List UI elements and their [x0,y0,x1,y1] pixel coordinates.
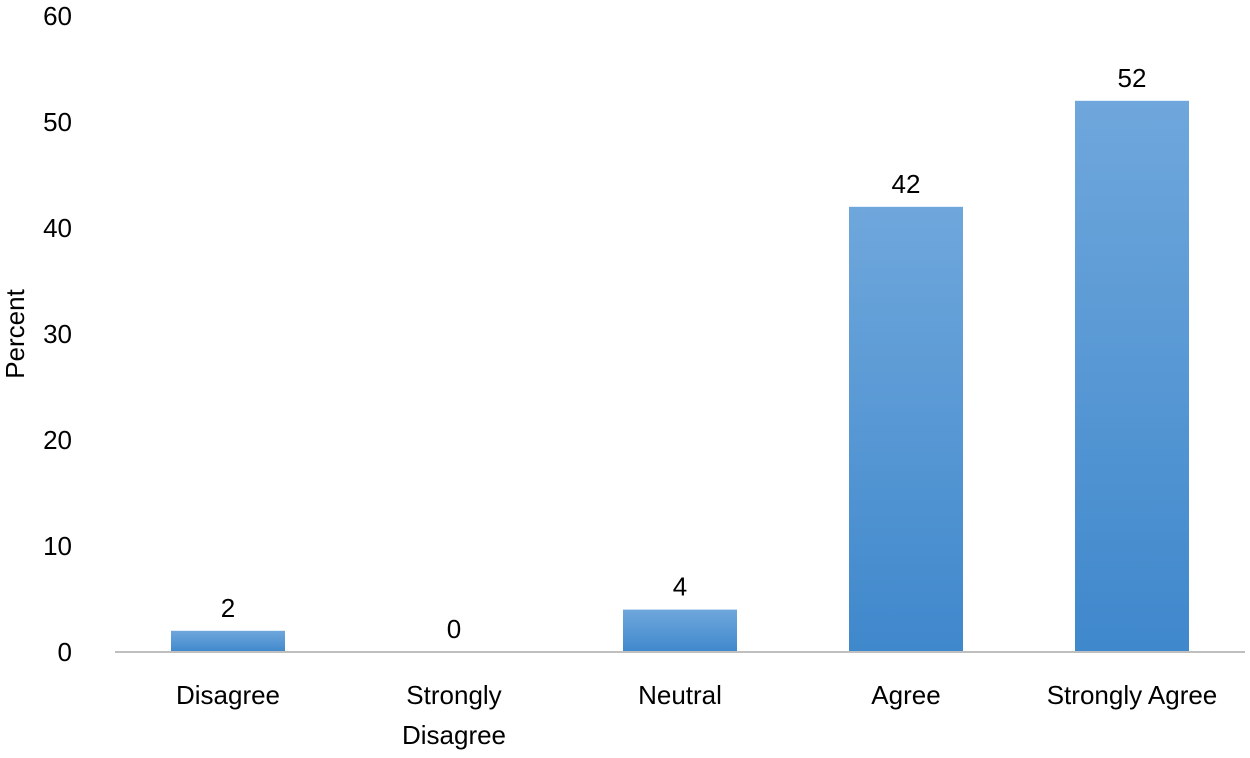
bar [849,206,963,653]
bars [171,100,1189,653]
data-label: 0 [447,614,461,644]
y-tick-label: 50 [43,107,72,137]
x-tick-label: Strongly Disagree [402,680,506,750]
data-labels: 2 0 4 42 52 [221,63,1147,644]
y-axis-title: Percent [0,288,30,378]
data-label: 2 [221,593,235,623]
y-tick-label: 20 [43,425,72,455]
category-labels: Disagree Strongly Disagree Neutral Agree Stro… [176,680,1217,750]
x-tick-label: Agree [871,680,940,710]
y-tick-label: 40 [43,213,72,243]
data-label: 42 [892,169,921,199]
bar [623,609,737,652]
bar [171,630,285,652]
y-tick-label: 30 [43,319,72,349]
y-tick-label: 60 [43,1,72,31]
y-tick-label: 0 [58,637,72,667]
x-tick-label: Strongly Agree [1047,680,1218,710]
x-tick-label: Disagree [176,680,280,710]
data-label: 4 [673,572,687,602]
data-label: 52 [1118,63,1147,93]
x-tick-label: Neutral [638,680,722,710]
y-axis-ticks: 0 10 20 30 40 50 60 [43,1,72,667]
bar [1075,100,1189,653]
y-tick-label: 10 [43,531,72,561]
